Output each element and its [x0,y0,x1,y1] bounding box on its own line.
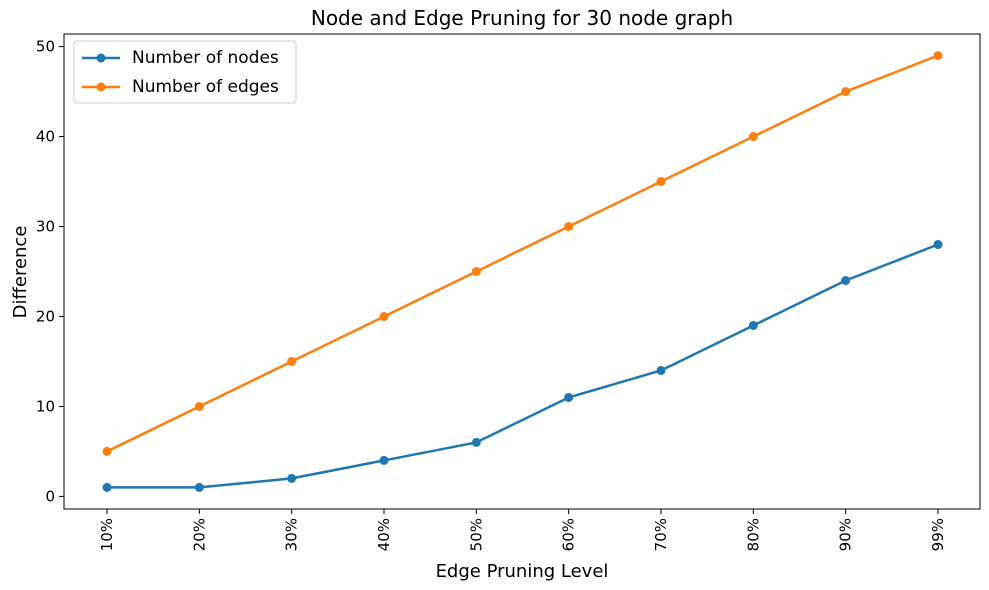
x-tick-label: 60% [560,518,578,551]
y-axis: 0 10 20 30 40 50 [36,38,64,505]
x-tick-label: 20% [190,518,208,551]
x-tick-label: 10% [98,518,116,551]
data-point [841,275,851,285]
x-tick-label: 30% [283,518,301,551]
x-tick-label: 50% [467,518,485,551]
legend-label: Number of edges [132,77,279,97]
data-point [194,401,204,411]
data-point [656,177,666,187]
x-axis-label: Edge Pruning Level [436,561,609,582]
data-point [471,267,481,276]
data-point [748,132,758,142]
x-tick-label: 90% [837,518,855,551]
data-point [564,222,574,232]
legend: Number of nodes Number of edges [73,40,297,104]
data-point [287,356,297,366]
data-point [471,437,481,447]
y-tick-label: 20 [36,307,55,325]
x-tick-label: 40% [375,518,393,551]
legend-marker [96,53,106,63]
y-axis-label: Difference [10,226,31,319]
y-tick-label: 0 [45,487,55,505]
data-point [933,51,943,61]
legend-marker [96,82,106,92]
data-point [748,320,758,330]
data-point [379,311,389,321]
y-tick-label: 40 [36,128,55,146]
data-point [194,482,204,492]
data-point [933,240,943,250]
legend-box [73,40,297,104]
series-line-1 [106,54,939,453]
x-tick-label: 80% [744,518,762,551]
chart-title: Node and Edge Pruning for 30 node graph [311,6,733,30]
data-point [102,446,112,456]
y-tick-label: 30 [36,218,55,236]
data-point [379,455,389,465]
data-point [564,392,574,402]
y-tick-label: 10 [36,397,55,415]
series-line-0 [107,243,939,489]
data-point [841,87,851,97]
data-point [287,473,297,483]
plot-area [102,51,943,492]
data-point [102,482,112,492]
legend-label: Number of nodes [132,48,279,68]
x-tick-label: 70% [652,518,670,551]
data-point [656,365,666,375]
x-tick-label: 99% [929,518,947,551]
plot-frame [63,33,981,510]
y-tick-label: 50 [36,38,55,56]
x-axis: 10% 20% 30% 40% 50% 60% 70% 80% 90% 99% [98,509,947,551]
